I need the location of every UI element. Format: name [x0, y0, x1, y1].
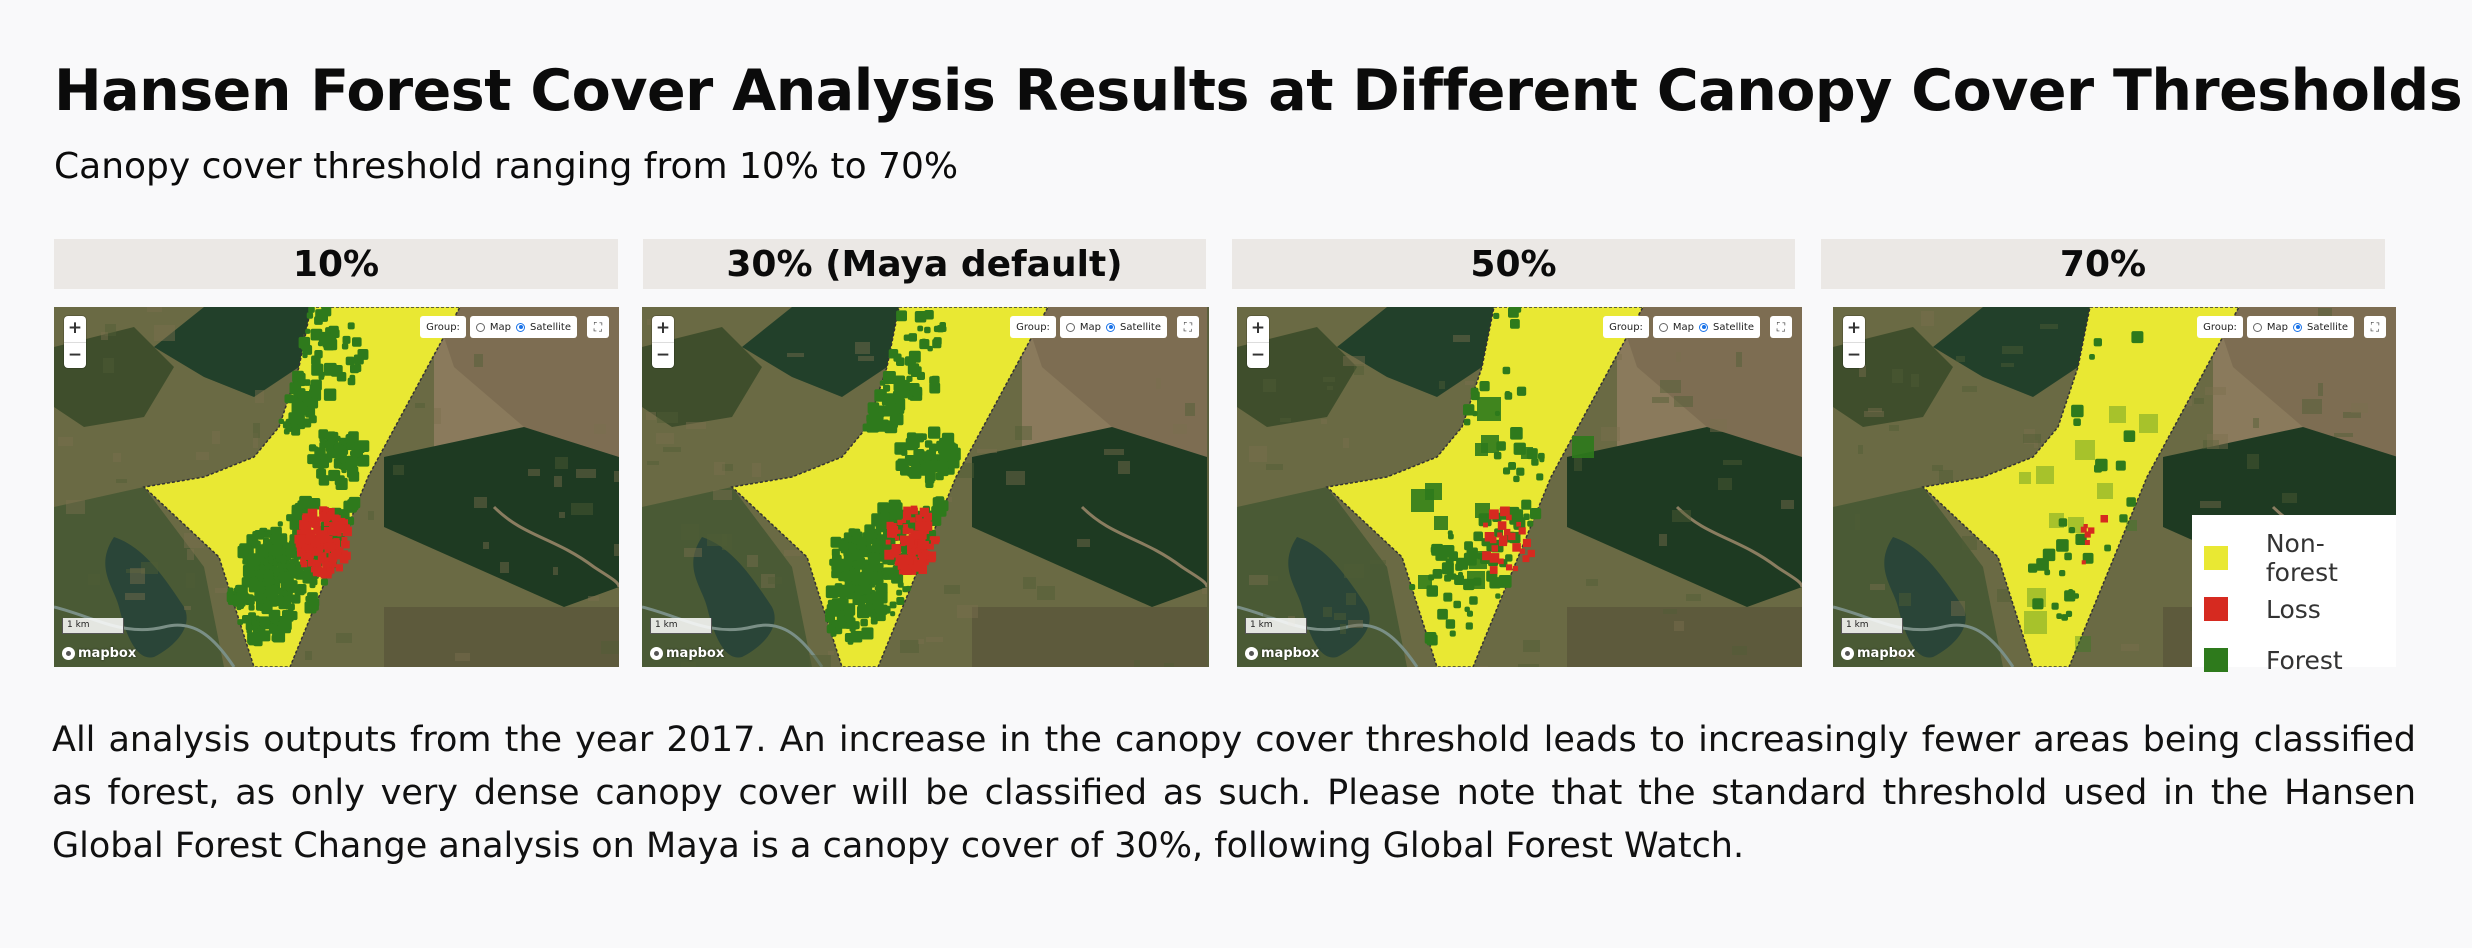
radio-label-map: Map: [1672, 321, 1695, 333]
zoom-out-button[interactable]: −: [1843, 341, 1865, 369]
mapbox-logo[interactable]: mapbox: [1841, 646, 1915, 661]
panel-label-10: 10%: [54, 239, 618, 289]
fullscreen-icon[interactable]: ⛶: [1177, 316, 1199, 338]
fullscreen-icon[interactable]: ⛶: [1770, 316, 1792, 338]
legend-label-loss: Loss: [2266, 594, 2321, 624]
radio-satellite[interactable]: [1699, 322, 1709, 332]
mapbox-logo[interactable]: mapbox: [650, 646, 724, 661]
layer-control: Group: Map Satellite: [1603, 316, 1760, 338]
satellite-imagery: [54, 307, 619, 667]
caption: All analysis outputs from the year 2017.…: [52, 720, 2416, 866]
zoom-control: + −: [1247, 316, 1269, 368]
group-label: Group:: [2197, 316, 2243, 338]
fullscreen-icon[interactable]: ⛶: [587, 316, 609, 338]
zoom-in-button[interactable]: +: [1250, 318, 1266, 339]
zoom-out-button[interactable]: −: [64, 341, 86, 369]
mapbox-logo[interactable]: mapbox: [62, 646, 136, 661]
radio-label-map: Map: [489, 321, 512, 333]
radio-label-map: Map: [2266, 321, 2289, 333]
map-panel-30[interactable]: + − Group: Map Satellite ⛶ 1 km mapbox: [642, 307, 1209, 667]
radio-label-map: Map: [1079, 321, 1102, 333]
zoom-control: + −: [64, 316, 86, 368]
zoom-out-button[interactable]: −: [1247, 341, 1269, 369]
layer-control: Group: Map Satellite: [420, 316, 577, 338]
fullscreen-icon[interactable]: ⛶: [2364, 316, 2386, 338]
layer-radio-group: Map Satellite: [469, 316, 577, 338]
radio-satellite[interactable]: [516, 322, 526, 332]
layer-radio-group: Map Satellite: [1059, 316, 1167, 338]
mapbox-logo-icon: [1245, 647, 1258, 660]
scale-bar: 1 km: [650, 618, 712, 634]
mapbox-logo-icon: [1841, 647, 1854, 660]
mapbox-logo-icon: [650, 647, 663, 660]
zoom-in-button[interactable]: +: [655, 318, 671, 339]
zoom-control: + −: [652, 316, 674, 368]
zoom-in-button[interactable]: +: [1846, 318, 1862, 339]
radio-satellite[interactable]: [2293, 322, 2303, 332]
layer-radio-group: Map Satellite: [1652, 316, 1760, 338]
radio-map[interactable]: [2252, 322, 2262, 332]
mapbox-logo-text: mapbox: [1857, 646, 1916, 661]
map-panel-50[interactable]: + − Group: Map Satellite ⛶ 1 km mapbox: [1237, 307, 1802, 667]
radio-map[interactable]: [475, 322, 485, 332]
legend-swatch-non-forest: [2204, 546, 2228, 570]
mapbox-logo-text: mapbox: [1261, 646, 1320, 661]
layer-radio-group: Map Satellite: [2246, 316, 2354, 338]
layer-control: Group: Map Satellite: [1010, 316, 1167, 338]
scale-bar: 1 km: [1841, 618, 1903, 634]
legend-label-forest: Forest: [2266, 645, 2343, 675]
mapbox-logo[interactable]: mapbox: [1245, 646, 1319, 661]
legend: Non-forest Loss Forest: [2192, 515, 2396, 675]
radio-label-satellite: Satellite: [1120, 321, 1161, 333]
map-panel-10[interactable]: + − Group: Map Satellite ⛶ 1 km mapbox: [54, 307, 619, 667]
legend-label-non-forest: Non-forest: [2265, 529, 2338, 587]
mapbox-logo-icon: [62, 647, 75, 660]
scale-bar: 1 km: [62, 618, 124, 634]
radio-label-satellite: Satellite: [530, 321, 571, 333]
panel-label-50: 50%: [1232, 239, 1795, 289]
radio-map[interactable]: [1658, 322, 1668, 332]
legend-swatch-loss: [2204, 597, 2228, 621]
satellite-imagery: [642, 307, 1207, 667]
satellite-imagery: [1237, 307, 1802, 667]
mapbox-logo-text: mapbox: [666, 646, 725, 661]
radio-label-satellite: Satellite: [1713, 321, 1754, 333]
satellite-imagery: [1833, 307, 2396, 667]
panel-label-70: 70%: [1821, 239, 2385, 289]
radio-satellite[interactable]: [1106, 322, 1116, 332]
layer-control: Group: Map Satellite: [2197, 316, 2354, 338]
legend-item-forest: Forest: [2204, 643, 2343, 677]
group-label: Group:: [420, 316, 466, 338]
legend-swatch-forest: [2204, 648, 2228, 672]
group-label: Group:: [1010, 316, 1056, 338]
zoom-control: + −: [1843, 316, 1865, 368]
page-subtitle: Canopy cover threshold ranging from 10% …: [54, 146, 959, 187]
zoom-in-button[interactable]: +: [67, 318, 83, 339]
legend-item-non-forest: Non-forest: [2204, 529, 2396, 587]
radio-label-satellite: Satellite: [2307, 321, 2348, 333]
zoom-out-button[interactable]: −: [652, 341, 674, 369]
scale-bar: 1 km: [1245, 618, 1307, 634]
legend-item-loss: Loss: [2204, 592, 2321, 626]
panel-label-30: 30% (Maya default): [643, 239, 1206, 289]
map-panel-70[interactable]: + − Group: Map Satellite ⛶ 1 km mapbox: [1833, 307, 2396, 667]
mapbox-logo-text: mapbox: [78, 646, 137, 661]
group-label: Group:: [1603, 316, 1649, 338]
radio-map[interactable]: [1065, 322, 1075, 332]
page-title: Hansen Forest Cover Analysis Results at …: [54, 58, 2463, 124]
